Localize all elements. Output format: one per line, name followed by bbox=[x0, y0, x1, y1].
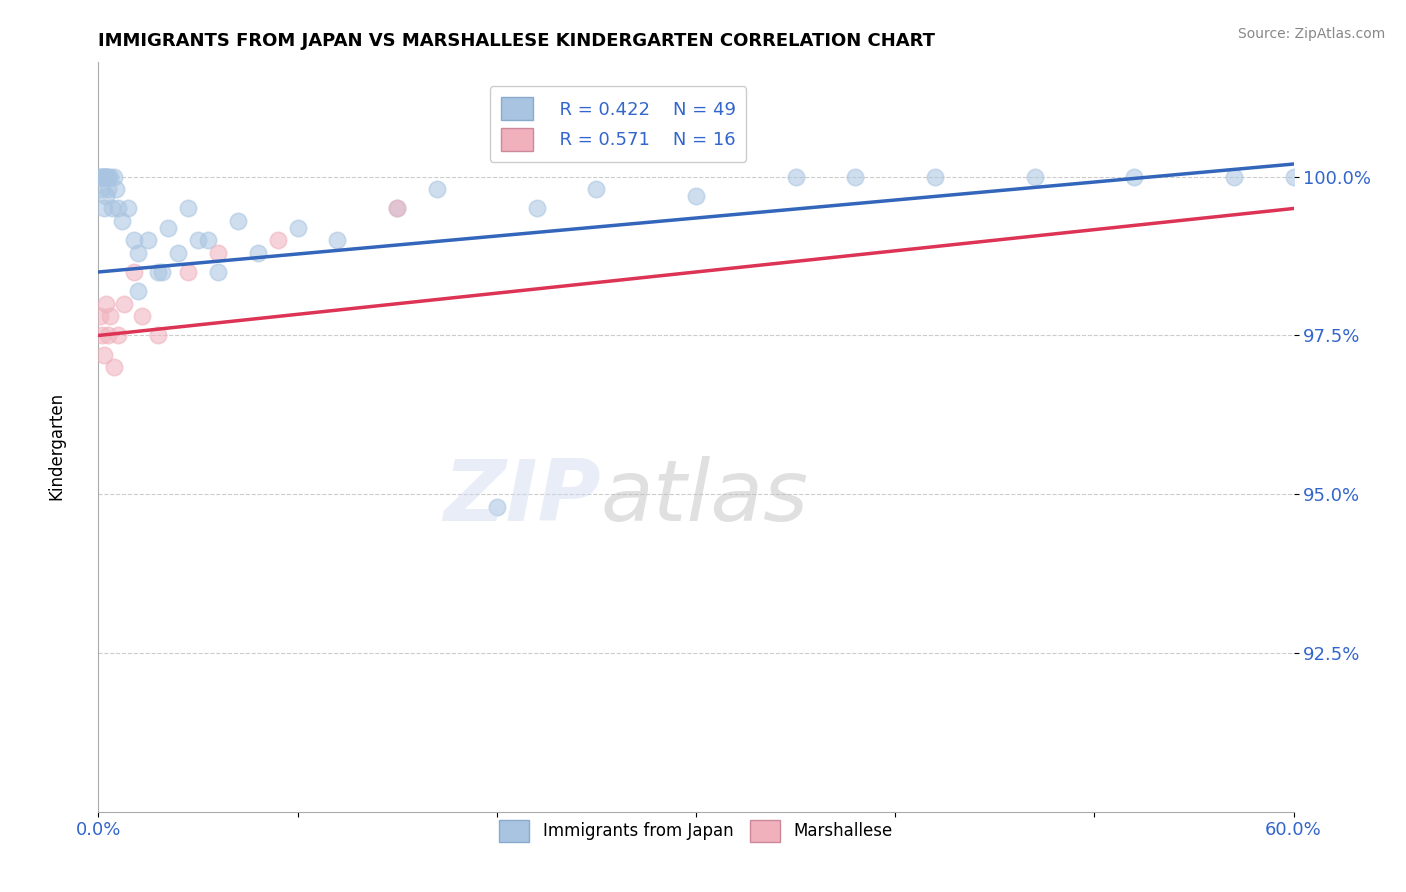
Point bbox=[97, 328, 120, 343]
Point bbox=[91, 182, 114, 196]
Point bbox=[124, 265, 146, 279]
Point bbox=[91, 169, 114, 184]
Point bbox=[1123, 169, 1146, 184]
Text: Source: ZipAtlas.com: Source: ZipAtlas.com bbox=[1237, 27, 1385, 41]
Point bbox=[785, 169, 807, 184]
Point bbox=[197, 233, 219, 247]
Point bbox=[385, 202, 409, 216]
Point bbox=[167, 246, 190, 260]
Point bbox=[90, 169, 112, 184]
Point bbox=[93, 169, 115, 184]
Point bbox=[157, 220, 180, 235]
Point bbox=[526, 202, 548, 216]
Point bbox=[124, 233, 146, 247]
Point bbox=[127, 246, 149, 260]
Point bbox=[94, 169, 117, 184]
Point bbox=[177, 202, 200, 216]
Point bbox=[98, 310, 122, 324]
Point bbox=[150, 265, 173, 279]
Point bbox=[93, 202, 115, 216]
Point bbox=[131, 310, 153, 324]
Point bbox=[111, 214, 134, 228]
Point bbox=[844, 169, 866, 184]
Point bbox=[103, 360, 125, 375]
Point bbox=[107, 202, 129, 216]
Point bbox=[107, 328, 129, 343]
Point bbox=[103, 169, 125, 184]
Point bbox=[148, 328, 170, 343]
Point bbox=[105, 182, 128, 196]
Point bbox=[287, 220, 309, 235]
Point bbox=[1024, 169, 1046, 184]
Point bbox=[426, 182, 449, 196]
Text: ZIP: ZIP bbox=[443, 456, 600, 539]
Point bbox=[96, 297, 118, 311]
Point bbox=[207, 246, 229, 260]
Point bbox=[246, 246, 269, 260]
Point bbox=[93, 169, 115, 184]
Point bbox=[1223, 169, 1246, 184]
Point bbox=[207, 265, 229, 279]
Point bbox=[267, 233, 290, 247]
Point bbox=[685, 188, 707, 202]
Point bbox=[112, 297, 135, 311]
Point bbox=[585, 182, 607, 196]
Point bbox=[326, 233, 349, 247]
Legend: Immigrants from Japan, Marshallese: Immigrants from Japan, Marshallese bbox=[492, 814, 900, 848]
Text: Kindergarten: Kindergarten bbox=[48, 392, 65, 500]
Text: IMMIGRANTS FROM JAPAN VS MARSHALLESE KINDERGARTEN CORRELATION CHART: IMMIGRANTS FROM JAPAN VS MARSHALLESE KIN… bbox=[98, 32, 935, 50]
Point bbox=[177, 265, 200, 279]
Point bbox=[96, 169, 118, 184]
Point bbox=[96, 188, 118, 202]
Point bbox=[136, 233, 159, 247]
Point bbox=[101, 202, 124, 216]
Point bbox=[117, 202, 139, 216]
Point bbox=[148, 265, 170, 279]
Point bbox=[97, 169, 120, 184]
Point bbox=[485, 500, 508, 514]
Point bbox=[226, 214, 249, 228]
Text: atlas: atlas bbox=[600, 456, 808, 539]
Point bbox=[89, 310, 111, 324]
Point bbox=[98, 169, 122, 184]
Point bbox=[93, 347, 115, 361]
Point bbox=[97, 182, 120, 196]
Point bbox=[1282, 169, 1305, 184]
Point bbox=[96, 169, 118, 184]
Point bbox=[127, 284, 149, 298]
Point bbox=[187, 233, 209, 247]
Point bbox=[91, 328, 114, 343]
Point bbox=[385, 202, 409, 216]
Point bbox=[89, 169, 111, 184]
Point bbox=[924, 169, 946, 184]
